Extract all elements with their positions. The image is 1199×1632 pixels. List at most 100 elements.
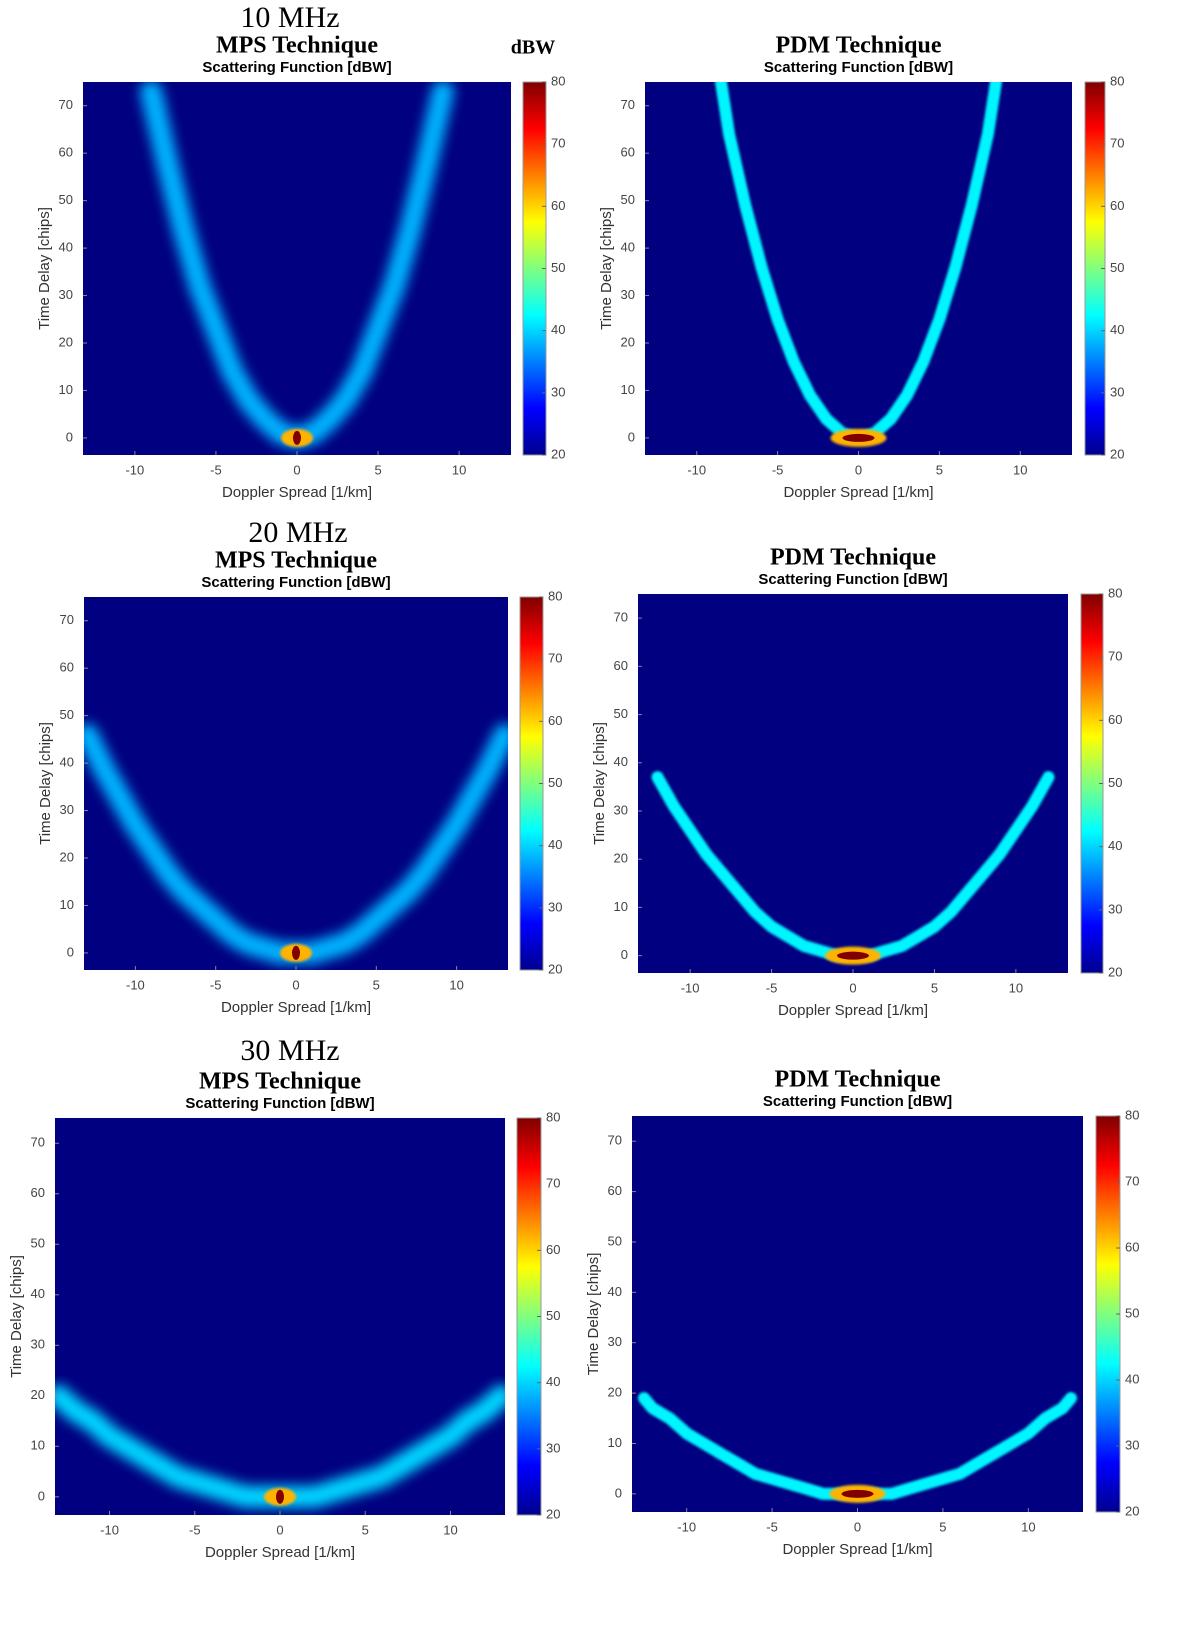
y-tick-label: 0	[38, 1488, 45, 1503]
colorbar-tick-label: 20	[1110, 446, 1124, 461]
colorbar-tick-label: 70	[551, 136, 565, 151]
colorbar-tick-label: 20	[1108, 964, 1122, 979]
y-tick-label: 40	[31, 1286, 45, 1301]
x-tick-label: 10	[1009, 980, 1023, 995]
chart-subtitle: Scattering Function [dBW]	[758, 571, 947, 588]
colorbar-tick-label: 70	[1110, 136, 1124, 151]
colorbar-tick-label: 60	[1108, 712, 1122, 727]
y-axis-label: Time Delay [chips]	[36, 207, 53, 330]
y-tick-label: 30	[621, 287, 635, 302]
colorbar-tick-label: 40	[1108, 838, 1122, 853]
x-tick-label: -5	[210, 462, 222, 477]
y-tick-label: 60	[59, 145, 73, 160]
plot-area	[84, 723, 508, 964]
colorbar-tick-label: 40	[551, 322, 565, 337]
x-tick-label: -5	[210, 977, 222, 992]
colorbar-tick-label: 50	[1110, 260, 1124, 275]
chart-title: MPS Technique	[215, 548, 377, 574]
x-tick-label: 10	[443, 1522, 457, 1537]
y-tick-label: 10	[59, 382, 73, 397]
x-tick-label: -5	[766, 1519, 778, 1534]
y-tick-label: 20	[60, 849, 74, 864]
x-tick-label: 0	[849, 980, 856, 995]
colorbar-tick-label: 30	[1110, 384, 1124, 399]
colorbar-tick-label: 20	[548, 961, 562, 976]
y-tick-label: 50	[621, 192, 635, 207]
y-tick-label: 10	[608, 1435, 622, 1450]
colorbar-tick-label: 50	[546, 1308, 560, 1323]
y-tick-label: 20	[59, 334, 73, 349]
chart-subtitle: Scattering Function [dBW]	[764, 59, 953, 76]
chart-title: PDM Technique	[775, 33, 941, 59]
colorbar-tick-label: 60	[551, 198, 565, 213]
y-tick-label: 10	[31, 1438, 45, 1453]
chart-subtitle: Scattering Function [dBW]	[763, 1093, 952, 1110]
x-axis-label: Doppler Spread [1/km]	[222, 484, 372, 501]
y-tick-label: 0	[621, 947, 628, 962]
y-tick-label: 60	[31, 1185, 45, 1200]
y-tick-label: 30	[608, 1334, 622, 1349]
chart-subtitle: Scattering Function [dBW]	[201, 574, 390, 591]
x-axis-label: Doppler Spread [1/km]	[205, 1544, 355, 1561]
y-tick-label: 50	[60, 707, 74, 722]
y-tick-label: 40	[608, 1284, 622, 1299]
y-tick-label: 30	[60, 802, 74, 817]
x-axis-label: Doppler Spread [1/km]	[778, 1002, 928, 1019]
y-tick-label: 70	[60, 612, 74, 627]
y-tick-label: 50	[614, 706, 628, 721]
x-tick-label: -10	[677, 1519, 696, 1534]
y-tick-label: 0	[615, 1485, 622, 1500]
plot-background	[632, 1116, 1083, 1512]
colorbar-tick-label: 80	[551, 73, 565, 88]
y-tick-label: 20	[614, 851, 628, 866]
colorbar-tick-label: 80	[1108, 585, 1122, 600]
row-title: 20 MHz	[248, 516, 347, 549]
peak	[292, 945, 300, 960]
y-axis-label: Time Delay [chips]	[37, 722, 54, 845]
y-tick-label: 70	[31, 1135, 45, 1150]
colorbar-tick-label: 40	[1125, 1371, 1139, 1386]
plot-area	[638, 1392, 1077, 1503]
x-tick-label: 10	[1021, 1519, 1035, 1534]
x-axis-label: Doppler Spread [1/km]	[782, 1541, 932, 1558]
colorbar-tick-label: 80	[1110, 73, 1124, 88]
y-tick-label: 70	[59, 97, 73, 112]
y-tick-label: 40	[60, 755, 74, 770]
x-tick-label: 5	[374, 462, 381, 477]
y-axis-label: Time Delay [chips]	[591, 722, 608, 845]
colorbar-tick-label: 80	[548, 588, 562, 603]
plot-background	[84, 597, 508, 970]
y-tick-label: 60	[614, 658, 628, 673]
y-tick-label: 0	[66, 429, 73, 444]
colorbar-tick-label: 30	[548, 899, 562, 914]
colorbar-tick-label: 60	[1110, 198, 1124, 213]
peak	[842, 433, 875, 442]
x-tick-label: 5	[931, 980, 938, 995]
plot-background	[638, 594, 1068, 973]
peak	[276, 1489, 284, 1504]
x-tick-label: 5	[362, 1522, 369, 1537]
peak	[837, 951, 869, 960]
colorbar-tick-label: 20	[546, 1506, 560, 1521]
chart-title: PDM Technique	[770, 545, 936, 571]
y-tick-label: 60	[60, 660, 74, 675]
colorbar-tick-label: 40	[548, 837, 562, 852]
x-axis-label: Doppler Spread [1/km]	[221, 999, 371, 1016]
plot-area	[715, 82, 1002, 447]
y-tick-label: 10	[614, 899, 628, 914]
y-tick-label: 40	[614, 754, 628, 769]
row-title: 10 MHz	[240, 1, 339, 34]
x-tick-label: 0	[276, 1522, 283, 1537]
x-tick-label: -10	[126, 977, 145, 992]
y-axis-label: Time Delay [chips]	[585, 1253, 602, 1376]
y-tick-label: 70	[621, 97, 635, 112]
colorbar-tick-label: 70	[548, 651, 562, 666]
y-tick-label: 10	[60, 897, 74, 912]
colorbar-tick-label: 70	[1125, 1173, 1139, 1188]
colorbar-tick-label: 60	[1125, 1239, 1139, 1254]
y-tick-label: 20	[621, 334, 635, 349]
chart-subtitle: Scattering Function [dBW]	[185, 1095, 374, 1112]
plot-background	[645, 82, 1072, 455]
y-tick-label: 30	[59, 287, 73, 302]
